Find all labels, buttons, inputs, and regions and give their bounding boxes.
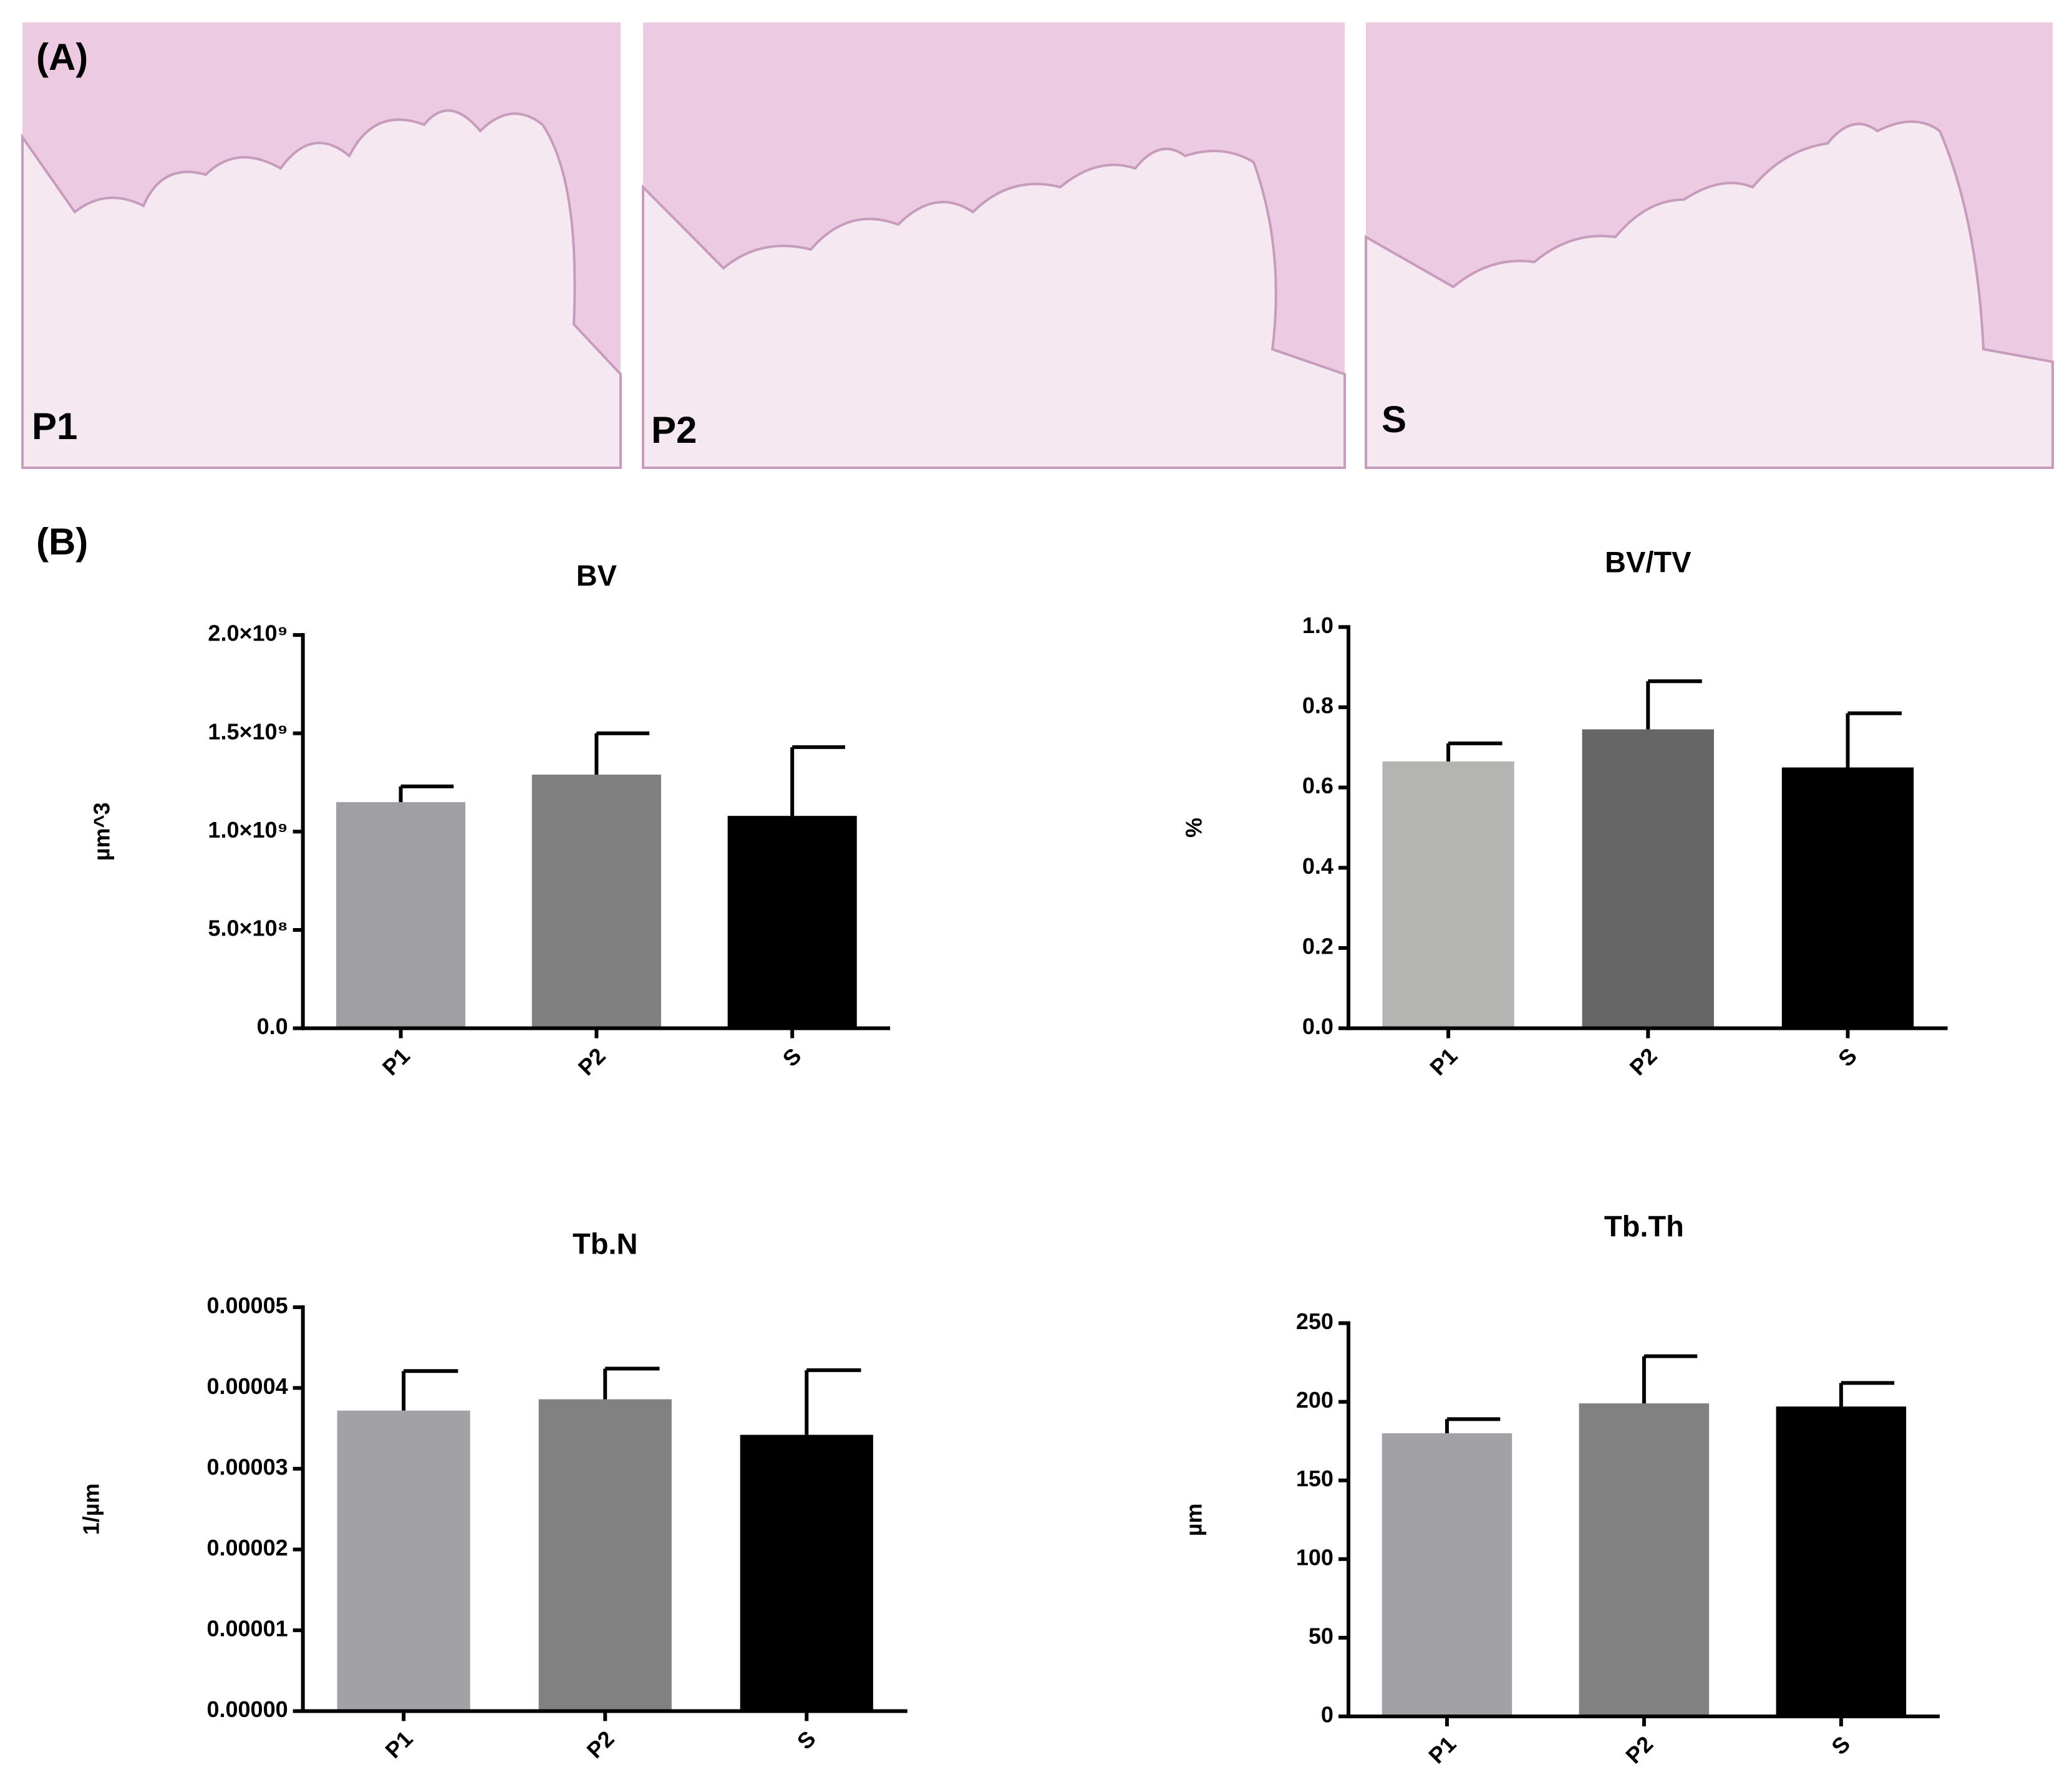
x-tick-label: P2 <box>581 1726 619 1763</box>
bar <box>337 1410 470 1711</box>
teeth-shape <box>642 147 1346 469</box>
y-axis-label: µm <box>1181 1503 1207 1536</box>
y-tick-label: 0.00000 <box>206 1696 288 1722</box>
x-tick-label: S <box>792 1726 821 1754</box>
y-axis-label: 1/µm <box>79 1483 104 1535</box>
bar <box>531 774 661 1028</box>
y-tick-label: 0.8 <box>1302 693 1334 718</box>
image-label: P1 <box>32 405 77 447</box>
error-bar <box>402 1369 458 1411</box>
bar <box>1582 729 1714 1028</box>
y-tick-label: 0 <box>1321 1701 1334 1727</box>
x-tick-label: P2 <box>1625 1043 1662 1080</box>
y-tick-label: 0.00001 <box>206 1615 288 1641</box>
error-bar <box>1846 711 1902 768</box>
error-bar <box>1445 1417 1501 1434</box>
x-tick-label: P1 <box>1423 1731 1461 1768</box>
chart-title: Tb.N <box>573 1227 637 1260</box>
y-tick-label: 0.0 <box>257 1014 288 1039</box>
error-bar <box>805 1368 861 1435</box>
x-tick-label: P1 <box>377 1043 415 1080</box>
bar <box>336 802 466 1028</box>
error-bar <box>399 784 454 803</box>
y-tick-label: 0.6 <box>1302 773 1334 798</box>
panel-label: (B) <box>36 521 88 563</box>
bar <box>727 816 857 1028</box>
y-tick-label: 5.0×10⁸ <box>208 916 288 941</box>
x-tick-label: P2 <box>1620 1731 1658 1768</box>
chart-title: BV/TV <box>1605 546 1692 579</box>
y-tick-label: 250 <box>1296 1309 1334 1334</box>
y-tick-label: 1.5×10⁹ <box>208 718 288 744</box>
micro-ct-images <box>21 22 2054 469</box>
chart-title: BV <box>576 559 617 592</box>
error-bar <box>1646 679 1702 730</box>
bar <box>1781 767 1914 1028</box>
y-tick-label: 0.0 <box>1302 1014 1334 1039</box>
chart-title: Tb.Th <box>1604 1210 1684 1243</box>
y-tick-label: 0.00005 <box>206 1292 288 1318</box>
x-tick-label: S <box>1826 1731 1855 1759</box>
y-tick-label: 1.0 <box>1302 612 1334 638</box>
y-tick-label: 1.0×10⁹ <box>208 817 288 843</box>
y-tick-label: 150 <box>1296 1466 1334 1491</box>
x-tick-label: S <box>778 1043 806 1072</box>
bar <box>1382 761 1514 1028</box>
image-label: P2 <box>651 409 697 451</box>
error-bar <box>790 745 845 816</box>
error-bar <box>594 731 650 775</box>
image-label: S <box>1382 399 1406 440</box>
y-tick-label: 0.00003 <box>206 1454 288 1479</box>
y-axis-label: % <box>1181 818 1207 838</box>
y-axis-label: µm^3 <box>89 802 115 861</box>
error-bar <box>1642 1354 1698 1404</box>
error-bar <box>1446 741 1503 762</box>
teeth-shape <box>1365 120 2054 469</box>
y-tick-label: 0.00002 <box>206 1535 288 1560</box>
y-tick-label: 0.2 <box>1302 933 1334 959</box>
error-bar <box>603 1367 660 1400</box>
x-tick-label: S <box>1833 1043 1862 1072</box>
x-tick-label: P1 <box>1425 1043 1462 1080</box>
teeth-shape <box>21 109 622 469</box>
bar <box>1382 1433 1513 1716</box>
panel-label: (A) <box>36 36 88 78</box>
x-tick-label: P1 <box>380 1726 417 1763</box>
y-tick-label: 0.00004 <box>206 1373 288 1399</box>
y-tick-label: 0.4 <box>1302 853 1334 879</box>
y-tick-label: 2.0×10⁹ <box>208 621 288 646</box>
bar <box>1579 1403 1710 1716</box>
error-bar <box>1839 1381 1895 1407</box>
bar <box>538 1399 672 1711</box>
x-tick-label: P2 <box>573 1043 611 1080</box>
y-tick-label: 50 <box>1309 1623 1334 1648</box>
y-tick-label: 200 <box>1296 1387 1334 1413</box>
y-tick-label: 100 <box>1296 1544 1334 1570</box>
bar <box>1776 1406 1907 1716</box>
bar <box>740 1434 873 1711</box>
